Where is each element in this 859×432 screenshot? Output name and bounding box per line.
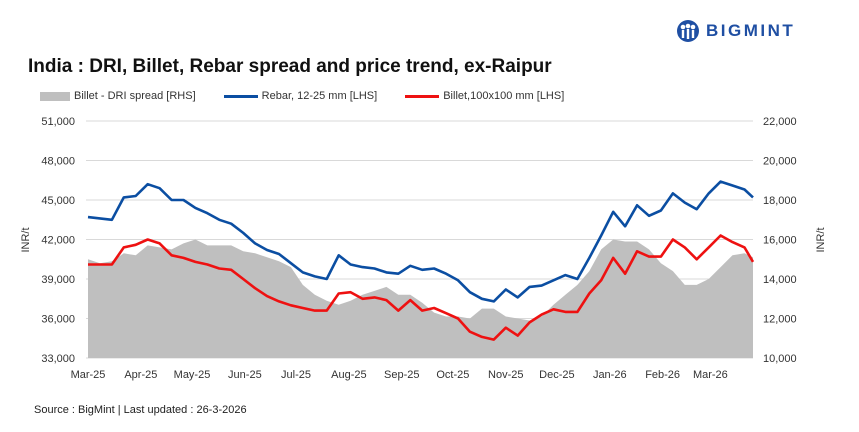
y-tick-label-right: 22,000 xyxy=(763,116,797,128)
y-tick-label-left: 39,000 xyxy=(41,274,75,286)
x-tick-label: Oct-25 xyxy=(436,369,469,381)
legend: Billet - DRI spread [RHS] Rebar, 12-25 m… xyxy=(40,90,592,102)
y-axis-label-left: INR/t xyxy=(20,227,32,252)
x-tick-label: Mar-26 xyxy=(693,369,728,381)
series-line-billet xyxy=(88,234,755,341)
x-tick-label: Dec-25 xyxy=(539,369,574,381)
y-tick-label-left: 48,000 xyxy=(41,156,75,168)
x-tick-label: May-25 xyxy=(174,369,211,381)
x-tick-label: Apr-25 xyxy=(124,369,157,381)
source-note: Source : BigMint | Last updated : 26-3-2… xyxy=(34,404,247,416)
bigmint-logo: BIGMINT xyxy=(676,19,795,43)
legend-item-billet: Billet,100x100 mm [LHS] xyxy=(405,90,564,102)
y-tick-label-right: 14,000 xyxy=(763,274,797,286)
y-tick-label-right: 16,000 xyxy=(763,235,797,247)
y-tick-label-left: 36,000 xyxy=(41,314,75,326)
legend-label-spread: Billet - DRI spread [RHS] xyxy=(74,90,196,102)
y-tick-label-left: 42,000 xyxy=(41,235,75,247)
x-tick-label: Jun-25 xyxy=(228,369,262,381)
legend-item-rebar: Rebar, 12-25 mm [LHS] xyxy=(223,90,378,102)
x-tick-label: Mar-25 xyxy=(71,369,106,381)
series-area-spread xyxy=(88,239,753,358)
x-tick-label: Aug-25 xyxy=(331,369,366,381)
x-tick-label: Nov-25 xyxy=(488,369,523,381)
legend-label-rebar: Rebar, 12-25 mm [LHS] xyxy=(261,90,378,102)
legend-label-billet: Billet,100x100 mm [LHS] xyxy=(443,90,565,102)
y-tick-label-left: 51,000 xyxy=(41,116,75,128)
y-axis-label-right: INR/t xyxy=(815,227,827,252)
x-tick-label: Jul-25 xyxy=(281,369,311,381)
y-tick-label-right: 10,000 xyxy=(763,353,797,365)
bigmint-logo-icon xyxy=(677,20,699,42)
legend-item-spread: Billet - DRI spread [RHS] xyxy=(40,90,196,102)
brand-name: BIGMINT xyxy=(706,21,796,40)
y-tick-label-right: 12,000 xyxy=(763,314,797,326)
y-tick-label-left: 45,000 xyxy=(41,195,75,207)
legend-swatch-rebar xyxy=(223,94,258,98)
y-tick-label-right: 20,000 xyxy=(763,156,797,168)
x-tick-label: Jan-26 xyxy=(593,369,627,381)
chart-title: India : DRI, Billet, Rebar spread and pr… xyxy=(28,56,552,77)
series-line-rebar xyxy=(87,180,754,303)
y-tick-label-left: 33,000 xyxy=(41,353,75,365)
x-tick-label: Sep-25 xyxy=(384,369,419,381)
x-tick-label: Feb-26 xyxy=(645,369,680,381)
y-tick-label-right: 18,000 xyxy=(763,195,797,207)
legend-swatch-spread xyxy=(40,91,70,101)
legend-swatch-billet xyxy=(405,94,440,98)
